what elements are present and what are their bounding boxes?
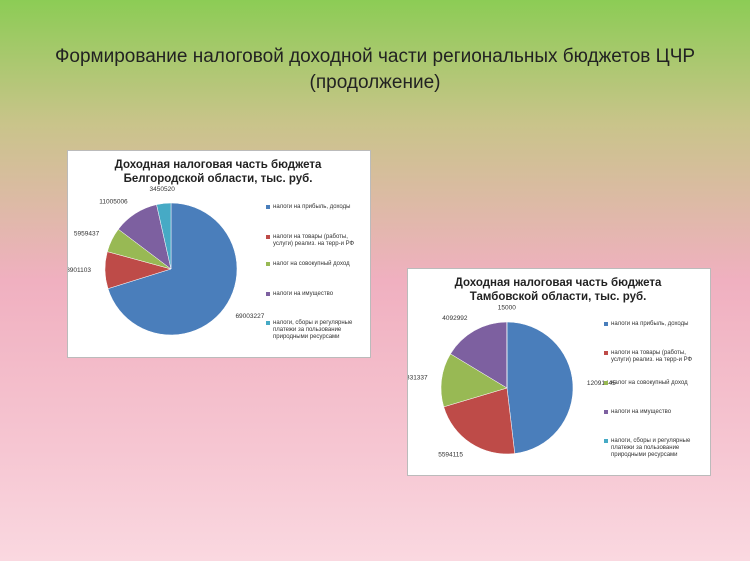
legend-swatch	[604, 322, 608, 326]
data-label: 3450520	[150, 186, 176, 193]
legend-swatch	[604, 410, 608, 414]
data-label: 12091445	[587, 380, 616, 387]
pie-slice	[506, 321, 574, 454]
legend-label: налоги на прибыль, доходы	[273, 204, 351, 210]
legend-label: налог на совокупный доход	[273, 261, 350, 267]
legend-swatch	[266, 262, 270, 266]
legend-label: налоги на прибыль, доходы	[611, 321, 689, 327]
pie-slice	[440, 353, 508, 408]
legend-label: налоги, сборы и регулярные платежи за по…	[273, 320, 353, 340]
pie-slice	[107, 202, 238, 336]
legend-swatch	[266, 205, 270, 209]
legend-label: налоги на имущество	[273, 291, 334, 297]
chart-panel: Доходная налоговая часть бюджета Тамбовс…	[407, 268, 711, 476]
pie-slice	[450, 321, 508, 389]
chart-title: Доходная налоговая часть бюджета Тамбовс…	[454, 277, 662, 303]
legend-label: налоги на имущество	[611, 409, 672, 415]
legend-swatch	[604, 439, 608, 443]
data-label: 4092992	[442, 315, 468, 322]
legend-swatch	[266, 321, 270, 325]
legend-swatch	[266, 235, 270, 239]
legend-label: налог на совокупный доход	[611, 380, 688, 386]
pie-slice	[156, 202, 172, 270]
legend-swatch	[604, 381, 608, 385]
data-label: 8901103	[68, 267, 91, 274]
legend-label: налоги на товары (работы, услуги) реализ…	[273, 234, 355, 247]
data-label: 11005006	[99, 198, 128, 205]
data-label: 3331337	[408, 375, 428, 382]
slide-title: Формирование налоговой доходной части ре…	[54, 46, 696, 93]
legend-label: налоги на товары (работы, услуги) реализ…	[611, 350, 693, 363]
legend-swatch	[266, 292, 270, 296]
pie-chart: 12091445 5594115 3331337 4092992 15000	[408, 305, 616, 459]
chart-panel: Доходная налоговая часть бюджета Белгоро…	[67, 150, 371, 358]
pie-slice	[443, 387, 516, 455]
data-label: 5959437	[74, 230, 100, 237]
data-label: 5594115	[438, 452, 463, 459]
legend-label: налоги, сборы и регулярные платежи за по…	[611, 438, 691, 458]
data-label: 69003227	[235, 313, 264, 320]
legend-swatch	[604, 351, 608, 355]
pie-chart: 69003227 8901103 5959437 11005006 3450520	[68, 186, 265, 336]
chart-title: Доходная налоговая часть бюджета Белгоро…	[114, 159, 322, 185]
data-label: 15000	[498, 305, 516, 312]
